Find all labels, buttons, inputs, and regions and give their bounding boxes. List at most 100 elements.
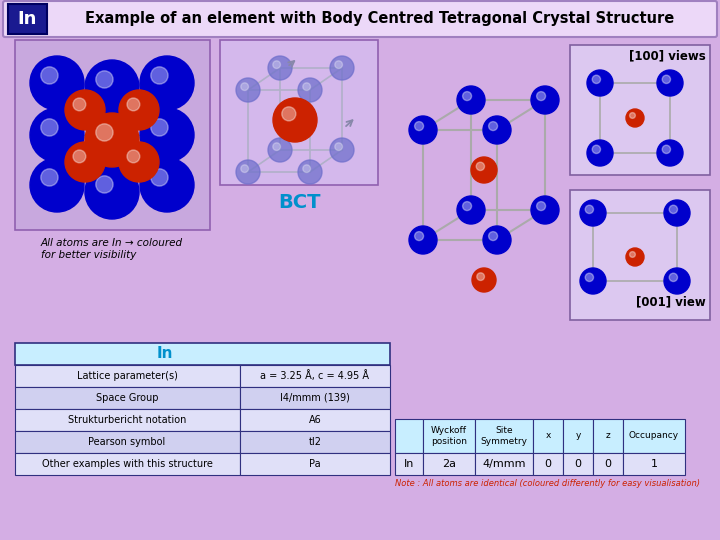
Circle shape: [30, 158, 84, 212]
Text: All atoms are In → coloured
for better visibility: All atoms are In → coloured for better v…: [41, 238, 183, 260]
Circle shape: [240, 165, 248, 172]
Bar: [15, 409, 240, 431]
Text: A6: A6: [309, 415, 321, 425]
Text: I4/mmm (139): I4/mmm (139): [280, 393, 350, 403]
Bar: [15, 343, 390, 365]
Text: 2a: 2a: [442, 459, 456, 469]
Circle shape: [282, 107, 296, 121]
Text: Note : All atoms are identical (coloured differently for easy visualisation): Note : All atoms are identical (coloured…: [395, 479, 700, 488]
Bar: [395, 453, 423, 475]
Circle shape: [531, 86, 559, 114]
Circle shape: [41, 67, 58, 84]
Circle shape: [580, 268, 606, 294]
Circle shape: [330, 56, 354, 80]
Circle shape: [669, 273, 678, 281]
Circle shape: [140, 56, 194, 110]
Text: Lattice parameter(s): Lattice parameter(s): [76, 371, 177, 381]
Bar: [623, 419, 685, 453]
Text: Occupancy: Occupancy: [629, 431, 679, 441]
Circle shape: [268, 138, 292, 162]
Circle shape: [65, 142, 105, 182]
Circle shape: [150, 67, 168, 84]
Bar: [240, 409, 390, 431]
Circle shape: [30, 108, 84, 162]
Bar: [240, 365, 390, 387]
Bar: [395, 419, 423, 453]
Circle shape: [472, 268, 496, 292]
Circle shape: [409, 116, 437, 144]
Bar: [15, 453, 240, 475]
Circle shape: [236, 160, 260, 184]
Circle shape: [273, 61, 281, 69]
Text: 0: 0: [544, 459, 552, 469]
Circle shape: [531, 196, 559, 224]
Bar: [15, 365, 240, 387]
Bar: [15, 387, 240, 409]
Text: Strukturbericht notation: Strukturbericht notation: [68, 415, 186, 425]
Text: In: In: [404, 459, 414, 469]
Circle shape: [409, 226, 437, 254]
Circle shape: [140, 108, 194, 162]
Circle shape: [415, 122, 423, 131]
Circle shape: [457, 196, 485, 224]
Circle shape: [536, 92, 546, 100]
Circle shape: [483, 116, 511, 144]
Circle shape: [585, 273, 593, 281]
FancyBboxPatch shape: [570, 45, 710, 175]
Text: tI2: tI2: [308, 437, 322, 447]
Bar: [475, 419, 533, 453]
Circle shape: [330, 138, 354, 162]
Circle shape: [150, 119, 168, 136]
Bar: [593, 453, 623, 475]
Circle shape: [273, 98, 317, 142]
FancyBboxPatch shape: [3, 1, 717, 37]
Circle shape: [150, 169, 168, 186]
Circle shape: [662, 145, 670, 153]
Circle shape: [587, 70, 613, 96]
Bar: [423, 453, 475, 475]
Circle shape: [536, 201, 546, 211]
Circle shape: [41, 119, 58, 136]
Circle shape: [415, 232, 423, 240]
Circle shape: [587, 140, 613, 166]
Text: [001] view: [001] view: [636, 295, 706, 308]
Circle shape: [96, 124, 113, 141]
Text: In: In: [157, 347, 174, 361]
Circle shape: [127, 150, 140, 163]
Circle shape: [85, 113, 139, 167]
Bar: [240, 387, 390, 409]
Circle shape: [483, 226, 511, 254]
Circle shape: [489, 122, 498, 131]
Circle shape: [462, 92, 472, 100]
Text: 1: 1: [650, 459, 657, 469]
Circle shape: [85, 60, 139, 114]
Circle shape: [127, 98, 140, 111]
Circle shape: [462, 201, 472, 211]
FancyBboxPatch shape: [15, 40, 210, 230]
Circle shape: [477, 273, 485, 280]
Text: Example of an element with Body Centred Tetragonal Crystal Structure: Example of an element with Body Centred …: [86, 11, 675, 26]
Bar: [533, 453, 563, 475]
Bar: [240, 431, 390, 453]
Bar: [475, 453, 533, 475]
Text: Pearson symbol: Pearson symbol: [89, 437, 166, 447]
Bar: [623, 453, 685, 475]
Circle shape: [236, 78, 260, 102]
Circle shape: [585, 205, 593, 213]
Text: Other examples with this structure: Other examples with this structure: [42, 459, 212, 469]
Circle shape: [96, 71, 113, 88]
Circle shape: [593, 145, 600, 153]
Circle shape: [657, 140, 683, 166]
Bar: [563, 453, 593, 475]
FancyBboxPatch shape: [220, 40, 378, 185]
Circle shape: [268, 56, 292, 80]
Circle shape: [96, 176, 113, 193]
Circle shape: [476, 162, 485, 171]
Circle shape: [489, 232, 498, 240]
Circle shape: [30, 56, 84, 110]
FancyBboxPatch shape: [8, 4, 47, 34]
Circle shape: [664, 268, 690, 294]
Bar: [593, 419, 623, 453]
Text: x: x: [545, 431, 551, 441]
Circle shape: [65, 90, 105, 130]
